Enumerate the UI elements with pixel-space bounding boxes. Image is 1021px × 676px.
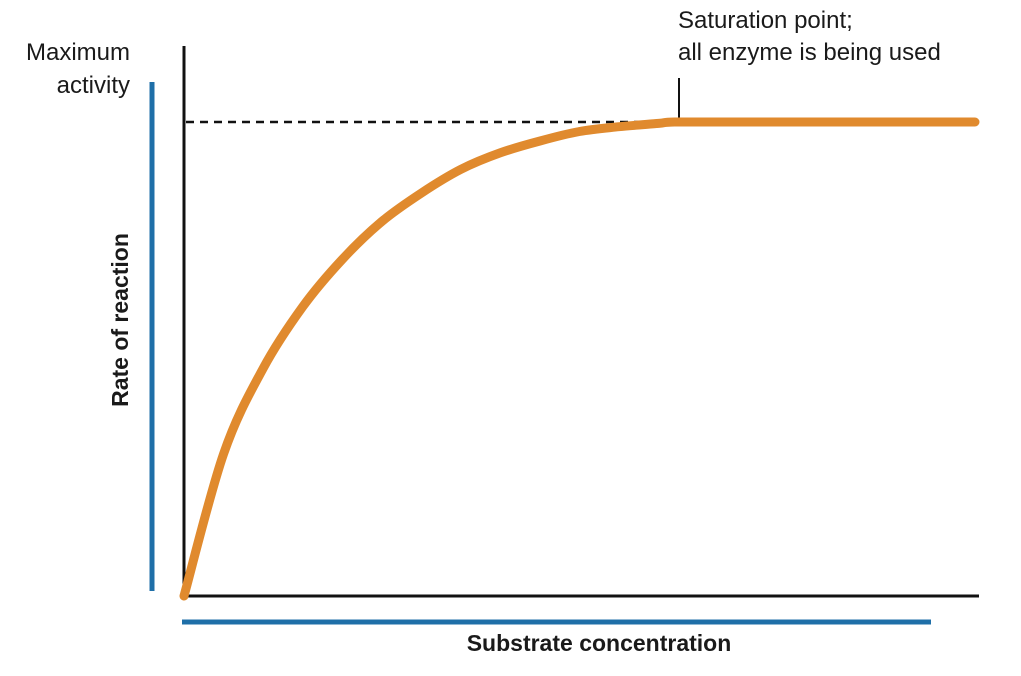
y-axis-title: Rate of reaction [107, 233, 133, 407]
reaction-rate-curve [179, 117, 980, 601]
x-axis-title: Substrate concentration [467, 630, 732, 656]
saturation-label-line2: all enzyme is being used [678, 39, 941, 66]
max-activity-label-line2: activity [57, 72, 130, 99]
saturation-label-line1: Saturation point; [678, 7, 853, 34]
max-activity-label-line1: Maximum [26, 39, 130, 66]
